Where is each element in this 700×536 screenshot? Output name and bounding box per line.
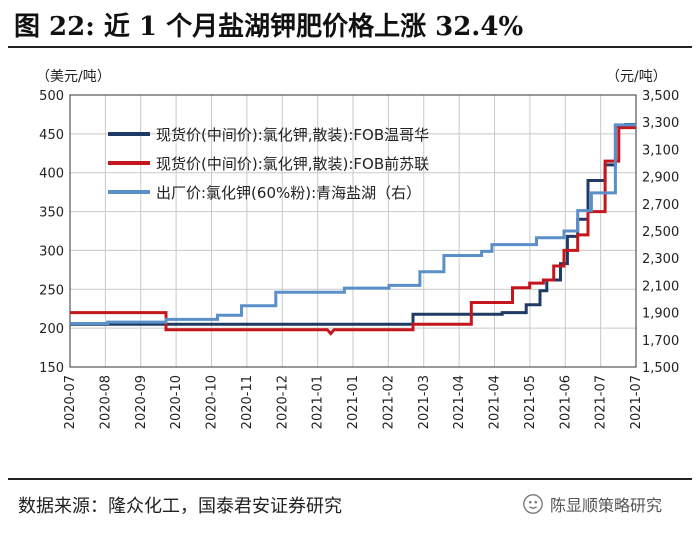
right-tick-label: 2,100 [642, 279, 679, 294]
x-tick-label: 2021-07 [594, 375, 609, 429]
right-tick-label: 3,100 [642, 143, 679, 158]
watermark-text: 陈显顺策略研究 [550, 496, 663, 515]
left-tick-label: 300 [39, 244, 64, 259]
x-tick-label: 2021-07 [629, 375, 644, 429]
legend-label-3: 出厂价:氯化钾(60%粉):青海盐湖（右） [156, 184, 421, 202]
x-tick-label: 2020-08 [98, 375, 113, 429]
x-tick-label: 2020-07 [63, 375, 78, 429]
x-tick-label: 2021-03 [417, 375, 432, 429]
x-tick-label: 2020-10 [169, 375, 184, 429]
left-tick-label: 250 [39, 283, 64, 298]
left-tick-label: 150 [39, 361, 64, 376]
left-axis-ticks: 150 200 250 300 350 400 450 500 [39, 89, 64, 376]
series-line-2 [70, 126, 636, 336]
left-tick-label: 500 [39, 89, 64, 104]
x-tick-label: 2020-12 [275, 375, 290, 429]
plot-frame [69, 94, 637, 368]
left-tick-label: 400 [39, 167, 64, 182]
watermark: 陈显顺策略研究 [522, 492, 662, 516]
right-tick-label: 1,900 [642, 307, 679, 322]
right-axis-unit: （元/吨） [606, 69, 667, 85]
right-tick-label: 3,500 [642, 89, 679, 104]
right-tick-label: 3,300 [642, 116, 679, 131]
right-tick-label: 2,900 [642, 171, 679, 186]
x-tick-label: 2020-10 [205, 375, 220, 429]
left-tick-label: 450 [39, 128, 64, 143]
right-tick-label: 1,500 [642, 361, 679, 376]
source-note: 数据来源：隆众化工，国泰君安证券研究 [18, 496, 342, 517]
x-tick-label: 2021-01 [346, 375, 361, 429]
x-axis-ticks: 2020-07 2020-08 2020-09 2020-10 2020-10 2020-… [63, 375, 644, 429]
x-tick-label: 2021-04 [488, 375, 503, 429]
plot-border [69, 94, 637, 368]
legend-label-2: 现货价(中间价):氯化钾,散装):FOB前苏联 [156, 155, 429, 173]
series-line-3 [70, 123, 636, 325]
x-tick-label: 2021-04 [452, 375, 467, 429]
right-axis-ticks: 1,500 1,700 1,900 2,100 2,300 2,500 2,700 2,900… [642, 89, 679, 376]
series-group [70, 123, 636, 336]
series-line-1 [70, 123, 636, 326]
right-tick-label: 2,700 [642, 198, 679, 213]
x-tick-label: 2020-09 [134, 375, 149, 429]
right-tick-label: 1,700 [642, 334, 679, 349]
x-tick-label: 2021-05 [523, 375, 538, 429]
x-tick-label: 2021-06 [558, 375, 573, 429]
wechat-icon [523, 494, 543, 514]
x-tick-label: 2020-11 [240, 375, 255, 429]
left-tick-label: 350 [39, 206, 64, 221]
left-axis-unit: （美元/吨） [36, 69, 111, 85]
left-tick-label: 200 [39, 322, 64, 337]
chart-title: 图 22: 近 1 个月盐湖钾肥价格上涨 32.4% [14, 12, 524, 42]
top-rule [8, 46, 692, 48]
legend: 现货价(中间价):氯化钾,散装):FOB温哥华现货价(中间价):氯化钾,散装):… [108, 126, 429, 202]
right-tick-label: 2,300 [642, 252, 679, 267]
x-tick-label: 2021-02 [381, 375, 396, 429]
x-tick-label: 2021-01 [311, 375, 326, 429]
legend-label-1: 现货价(中间价):氯化钾,散装):FOB温哥华 [156, 126, 429, 144]
right-tick-label: 2,500 [642, 225, 679, 240]
bottom-rule [8, 478, 692, 480]
